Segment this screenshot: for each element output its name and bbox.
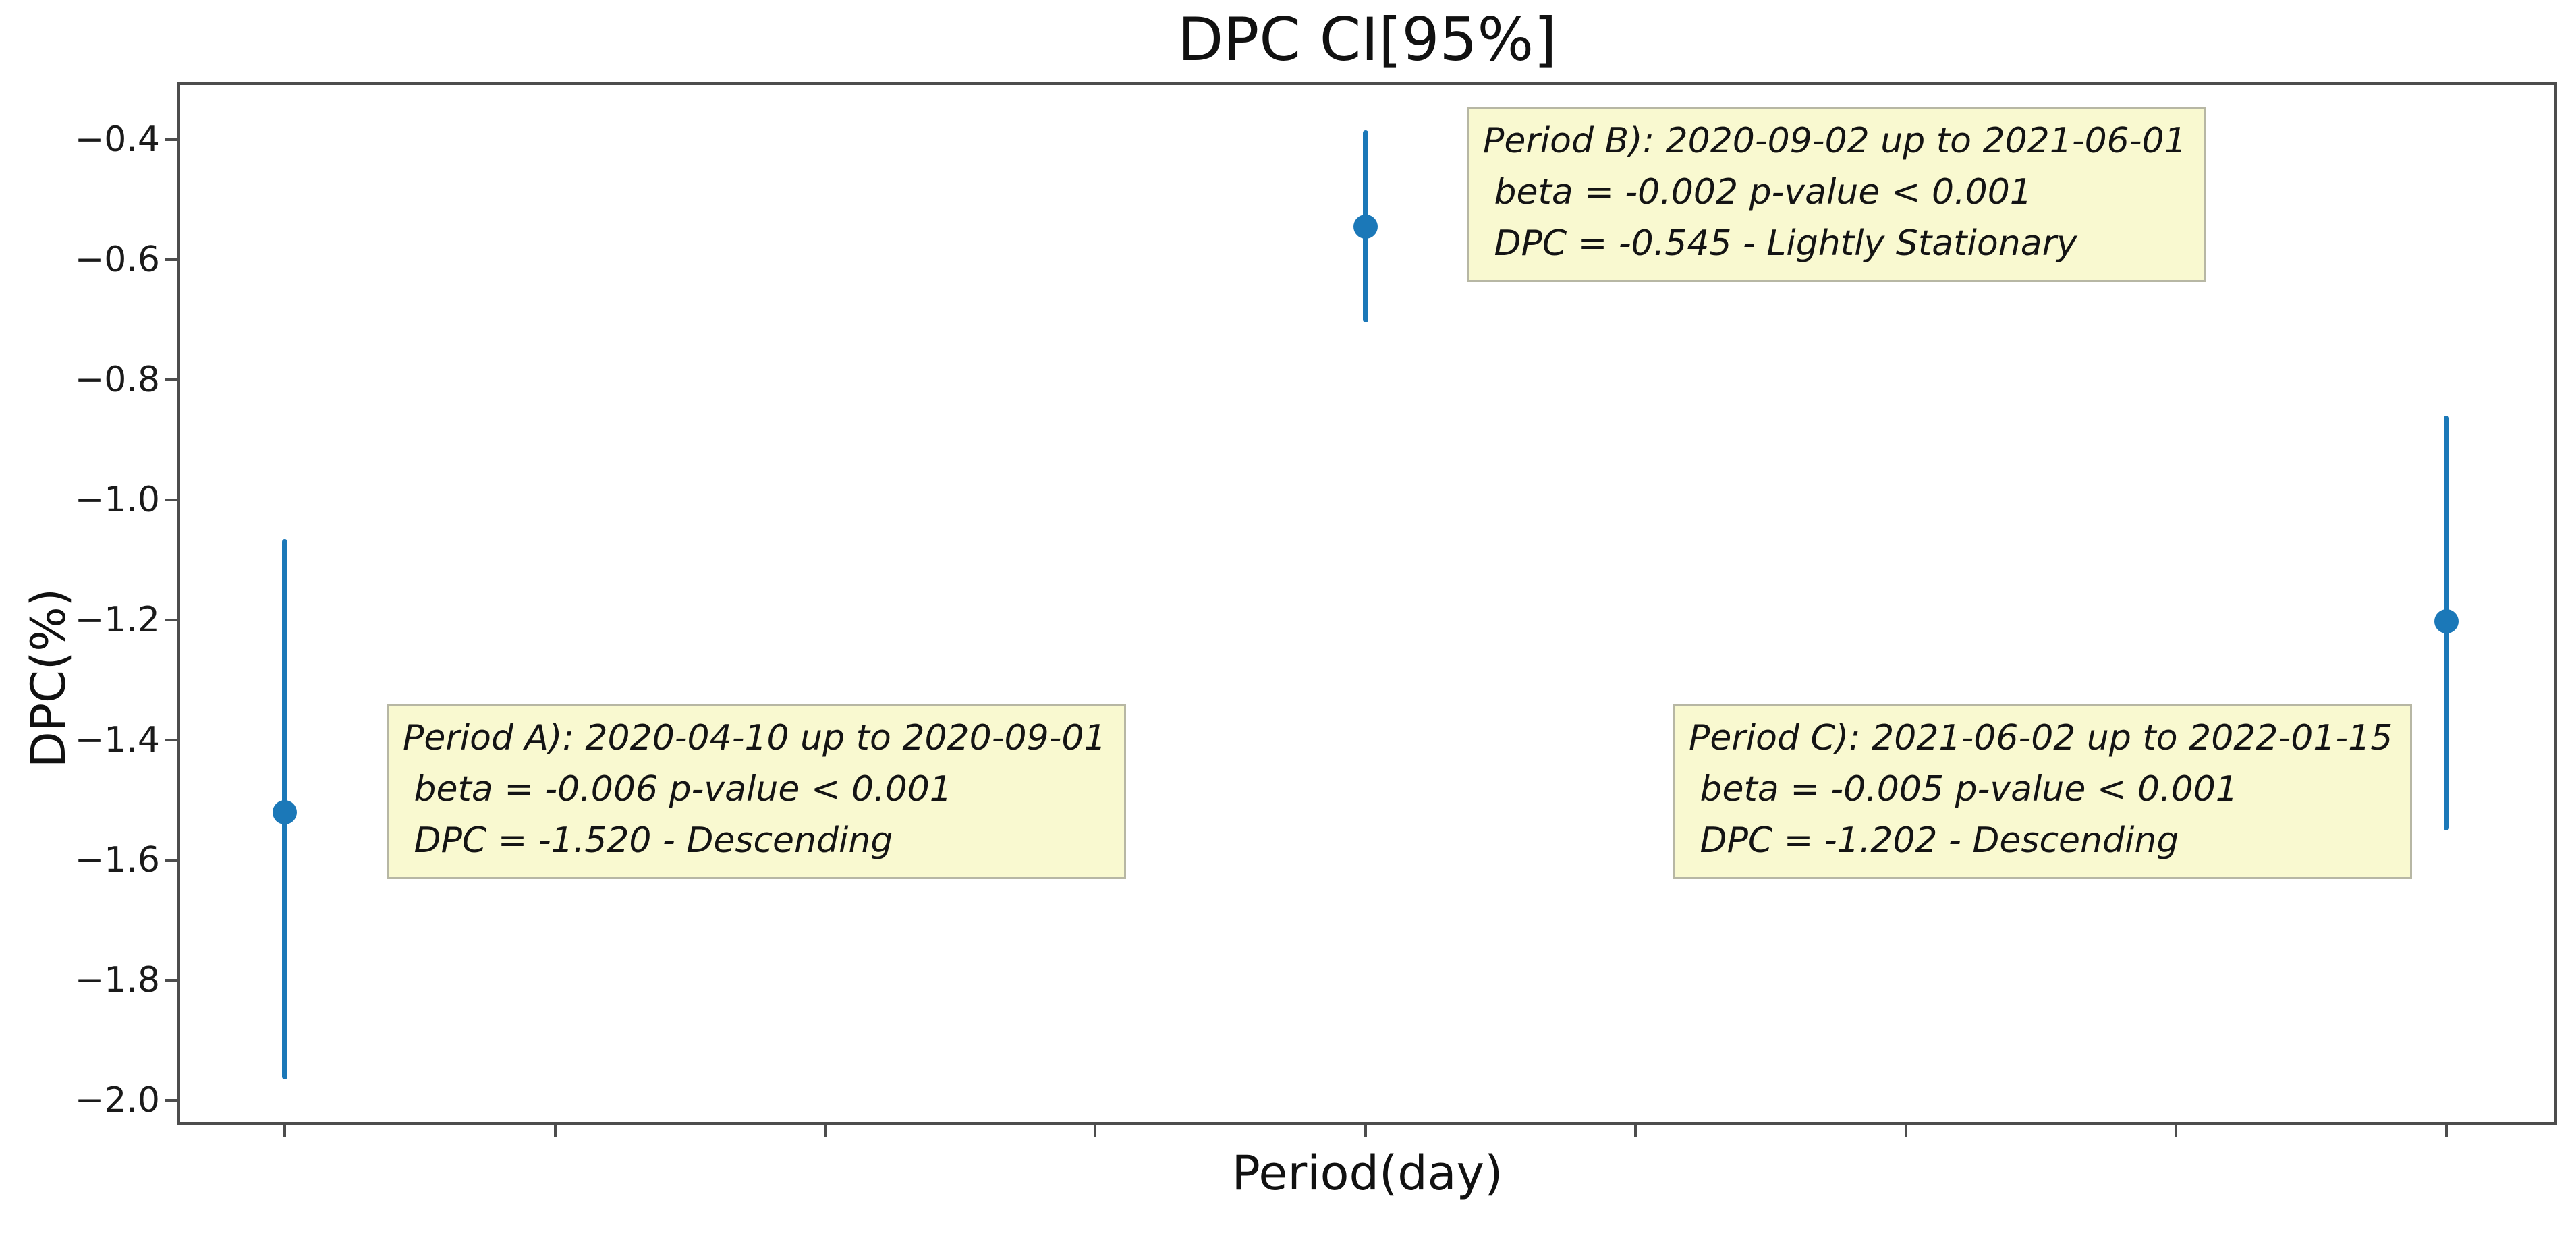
- y-tick: [165, 739, 177, 742]
- y-tick-label: −1.8: [74, 960, 160, 1001]
- x-tick: [823, 1125, 827, 1137]
- y-tick: [165, 378, 177, 381]
- y-tick-label: −2.0: [74, 1080, 160, 1121]
- x-tick: [2175, 1125, 2178, 1137]
- x-axis-label: Period(day): [1231, 1146, 1503, 1201]
- y-tick-label: −0.4: [74, 119, 160, 160]
- y-tick: [165, 979, 177, 982]
- x-tick: [1364, 1125, 1367, 1137]
- annotation-line: DPC = -1.202 - Descending: [1689, 820, 2179, 861]
- data-point-marker: [1353, 214, 1378, 239]
- y-tick-label: −1.2: [74, 599, 160, 640]
- x-tick: [283, 1125, 287, 1137]
- annotation-line: beta = -0.002 p-value < 0.001: [1483, 172, 2032, 213]
- y-tick: [165, 618, 177, 621]
- y-tick-label: −0.6: [74, 239, 160, 280]
- y-tick: [165, 138, 177, 141]
- annotation-line: Period B): 2020-09-02 up to 2021-06-01: [1483, 121, 2187, 161]
- annotation-line: Period A): 2020-04-10 up to 2020-09-01: [403, 718, 1107, 758]
- x-tick: [1094, 1125, 1097, 1137]
- x-tick: [2444, 1125, 2448, 1137]
- x-tick: [553, 1125, 557, 1137]
- annotation-line: beta = -0.005 p-value < 0.001: [1689, 769, 2238, 810]
- annotation-line: beta = -0.006 p-value < 0.001: [403, 769, 952, 810]
- annotation-box: Period C): 2021-06-02 up to 2022-01-15 b…: [1673, 704, 2413, 879]
- y-tick-label: −1.0: [74, 479, 160, 520]
- y-tick: [165, 258, 177, 261]
- y-tick-label: −1.6: [74, 840, 160, 881]
- annotation-line: Period C): 2021-06-02 up to 2022-01-15: [1689, 718, 2393, 758]
- annotation-line: DPC = -1.520 - Descending: [403, 820, 893, 861]
- x-tick: [1634, 1125, 1637, 1137]
- data-point-marker: [2434, 609, 2459, 633]
- y-tick-label: −0.8: [74, 359, 160, 400]
- y-tick: [165, 1099, 177, 1102]
- chart-title: DPC CI[95%]: [1177, 5, 1557, 74]
- y-tick-label: −1.4: [74, 720, 160, 761]
- annotation-box: Period B): 2020-09-02 up to 2021-06-01 b…: [1467, 107, 2206, 282]
- x-tick: [1904, 1125, 1907, 1137]
- y-tick: [165, 859, 177, 862]
- annotation-box: Period A): 2020-04-10 up to 2020-09-01 b…: [387, 704, 1126, 879]
- data-point-marker: [273, 799, 298, 824]
- annotation-line: DPC = -0.545 - Lightly Stationary: [1483, 223, 2077, 264]
- y-tick: [165, 498, 177, 501]
